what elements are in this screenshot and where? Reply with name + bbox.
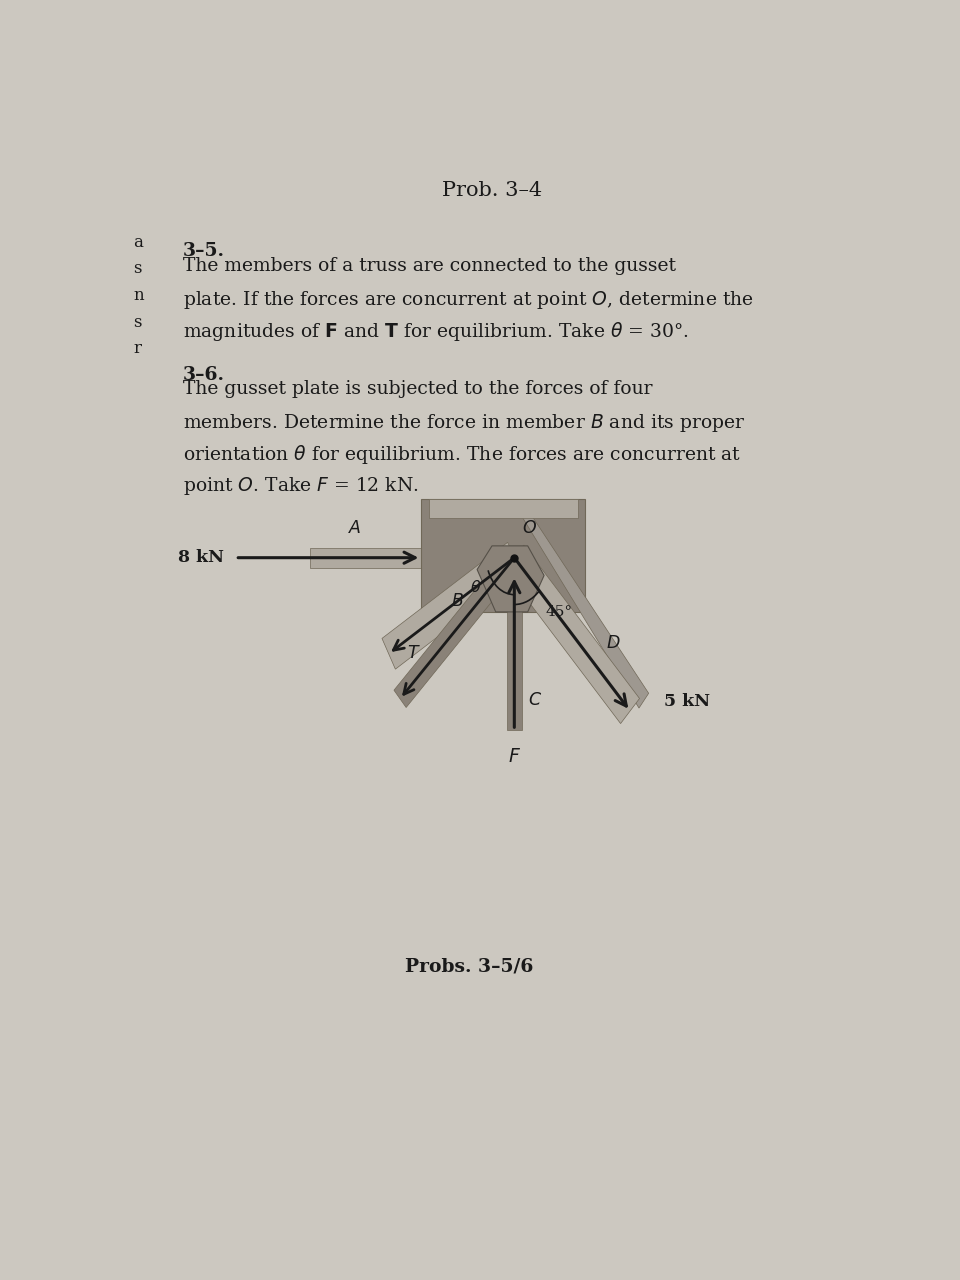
Text: 5 kN: 5 kN: [663, 692, 709, 709]
Polygon shape: [505, 545, 639, 723]
Text: $A$: $A$: [348, 520, 361, 536]
Polygon shape: [421, 498, 585, 612]
Text: The members of a truss are connected to the gusset: The members of a truss are connected to …: [183, 257, 676, 275]
Text: Prob. 3–4: Prob. 3–4: [442, 180, 542, 200]
Polygon shape: [477, 545, 544, 612]
Text: point $O$. Take $F$ = 12 kN.: point $O$. Take $F$ = 12 kN.: [183, 475, 419, 497]
Text: $C$: $C$: [528, 692, 541, 709]
Polygon shape: [507, 558, 522, 730]
Text: $B$: $B$: [451, 593, 465, 609]
Polygon shape: [382, 543, 521, 669]
Text: plate. If the forces are concurrent at point $O$, determine the: plate. If the forces are concurrent at p…: [183, 288, 754, 311]
Polygon shape: [310, 548, 429, 567]
Text: orientation $\theta$ for equilibrium. The forces are concurrent at: orientation $\theta$ for equilibrium. Th…: [183, 443, 741, 466]
Text: $D$: $D$: [606, 635, 620, 653]
Text: $O$: $O$: [521, 520, 537, 536]
Text: 3–6.: 3–6.: [183, 366, 226, 384]
Text: $\theta$: $\theta$: [469, 579, 481, 595]
Polygon shape: [429, 498, 578, 518]
Text: magnitudes of $\mathbf{F}$ and $\mathbf{T}$ for equilibrium. Take $\theta$ = 30°: magnitudes of $\mathbf{F}$ and $\mathbf{…: [183, 320, 689, 343]
Text: $F$: $F$: [508, 748, 521, 765]
Text: Probs. 3–5/6: Probs. 3–5/6: [405, 957, 534, 975]
Text: 45°: 45°: [545, 605, 572, 620]
Text: n: n: [133, 287, 144, 305]
Text: The gusset plate is subjected to the forces of four: The gusset plate is subjected to the for…: [183, 380, 653, 398]
Text: 3–5.: 3–5.: [183, 242, 226, 260]
Text: 8 kN: 8 kN: [179, 549, 225, 566]
Text: members. Determine the force in member $B$ and its proper: members. Determine the force in member $…: [183, 412, 746, 434]
Text: a: a: [133, 234, 143, 251]
Text: $T$: $T$: [407, 645, 420, 663]
Text: s: s: [133, 260, 142, 278]
Text: r: r: [133, 340, 141, 357]
Polygon shape: [522, 500, 649, 708]
Text: s: s: [133, 314, 142, 330]
Polygon shape: [394, 549, 520, 708]
